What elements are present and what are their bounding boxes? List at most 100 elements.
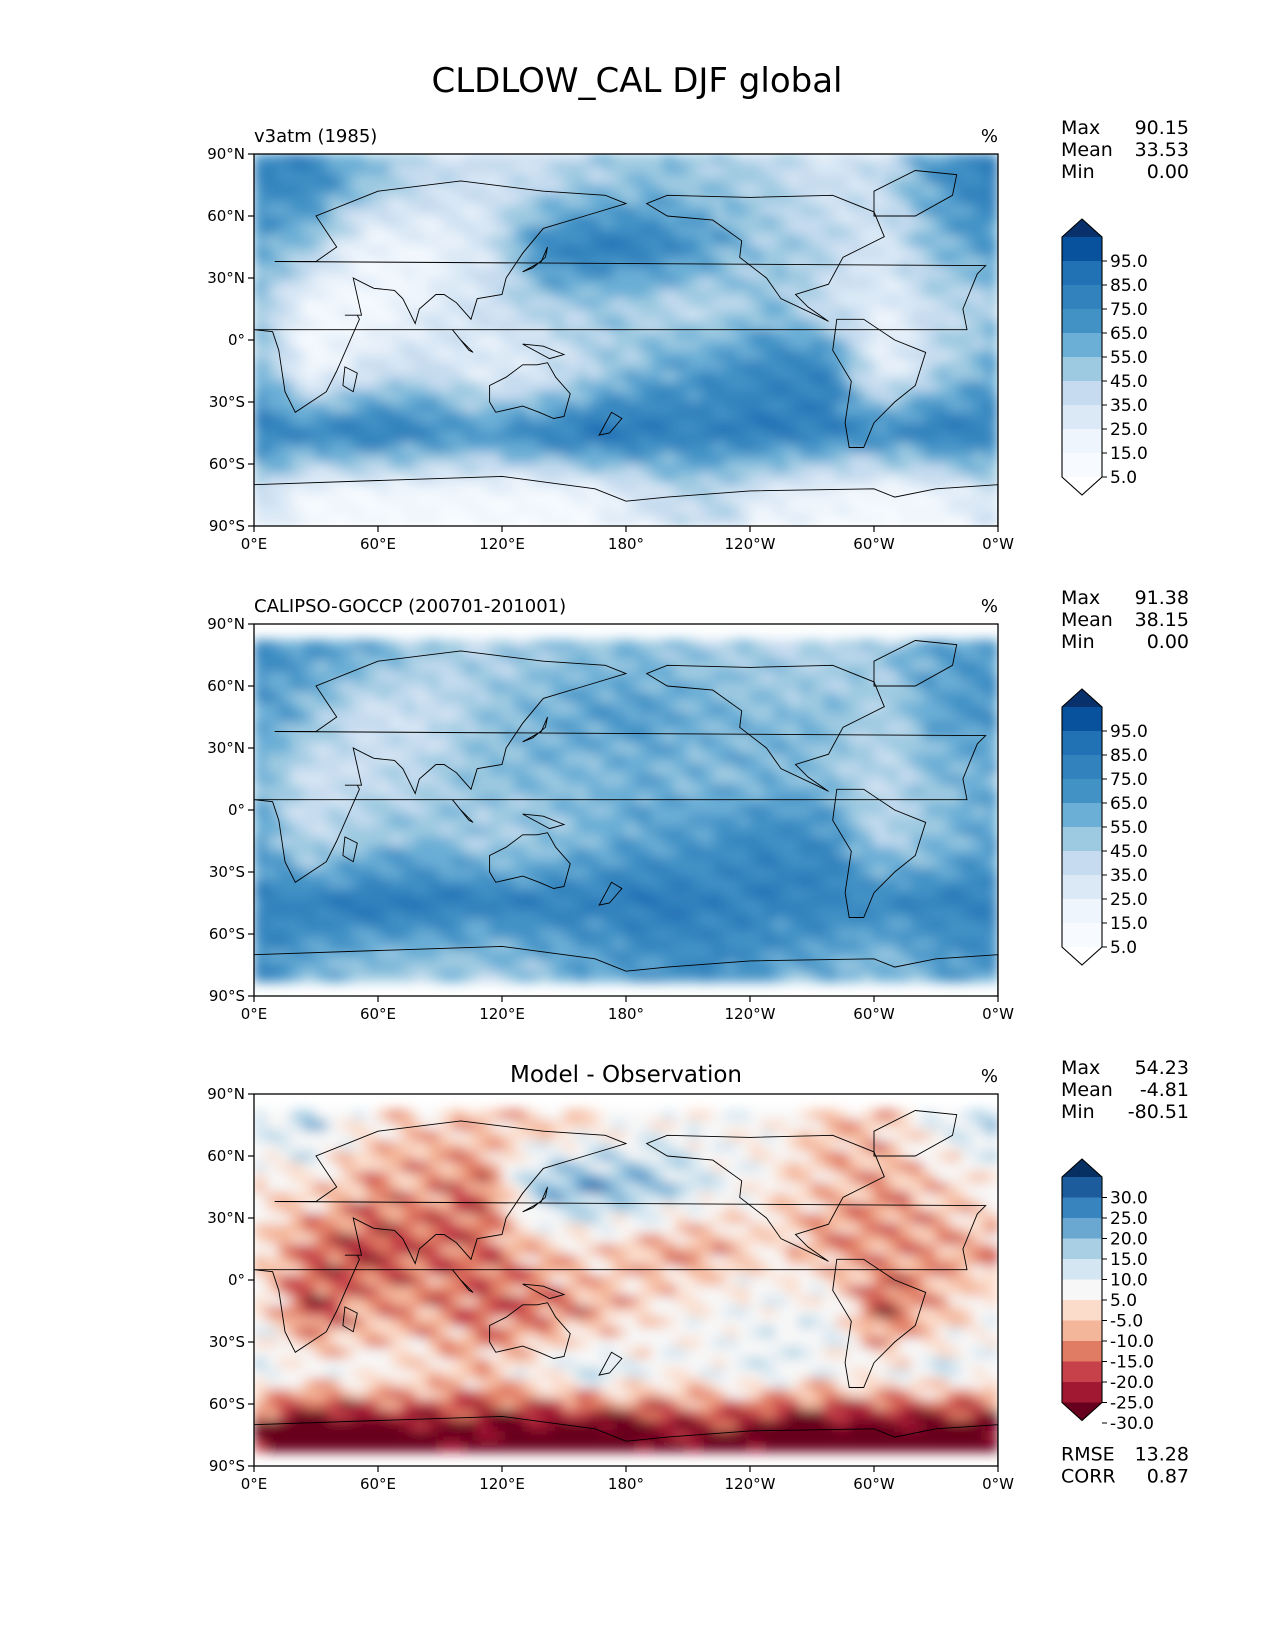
field-cell	[575, 318, 590, 331]
field-cell	[265, 1130, 280, 1143]
field-cell	[848, 473, 863, 486]
field-cell	[737, 515, 751, 526]
field-cell	[303, 1223, 317, 1236]
field-cell	[811, 1141, 825, 1153]
field-cell	[947, 1141, 962, 1153]
field-cell	[513, 504, 528, 517]
field-cell	[662, 867, 677, 879]
field-cell	[340, 898, 354, 910]
field-cell	[873, 970, 887, 983]
field-cell	[811, 401, 825, 413]
field-cell	[600, 764, 615, 776]
field-cell	[724, 939, 739, 952]
field-cell	[278, 836, 292, 848]
field-cell	[799, 867, 813, 879]
field-cell	[724, 908, 739, 921]
field-cell	[439, 919, 453, 931]
field-cell	[451, 225, 466, 238]
field-cell	[377, 267, 391, 279]
field-cell	[662, 898, 677, 910]
coastline	[832, 318, 927, 448]
field-cell	[352, 494, 367, 506]
field-cell	[873, 784, 887, 797]
field-cell	[848, 349, 863, 362]
field-cell	[451, 867, 466, 879]
field-cell	[315, 712, 329, 724]
field-cell	[699, 277, 714, 289]
field-cell	[774, 960, 788, 972]
field-cell	[538, 764, 553, 776]
field-cell	[935, 473, 949, 486]
field-cell	[662, 743, 677, 755]
field-cell	[513, 733, 528, 745]
field-cell	[960, 846, 974, 859]
field-cell	[761, 795, 776, 807]
field-cell	[365, 877, 379, 890]
field-cell	[650, 939, 664, 952]
field-cell	[414, 515, 429, 526]
field-cell	[699, 401, 714, 413]
field-cell	[389, 1213, 404, 1225]
field-cell	[389, 846, 404, 859]
field-cell	[737, 1130, 751, 1143]
field-cell	[972, 318, 987, 331]
field-cell	[972, 1213, 987, 1225]
field-cell	[588, 473, 602, 486]
colorbar-tick-label: 55.0	[1110, 818, 1148, 838]
field-cell	[712, 287, 726, 300]
field-cell	[476, 163, 491, 176]
field-cell	[389, 484, 404, 496]
field-cell	[489, 1151, 503, 1163]
field-cell	[848, 743, 863, 755]
coastline	[489, 832, 571, 889]
field-cell	[848, 308, 863, 320]
field-cell	[799, 349, 813, 362]
colorbar-tick-label: 65.0	[1110, 324, 1148, 344]
x-tick-label: 0°W	[982, 535, 1014, 553]
field-cell	[439, 753, 453, 766]
field-cell	[254, 225, 267, 238]
field-cell	[910, 877, 925, 890]
field-cell	[625, 857, 639, 869]
field-cell	[811, 236, 825, 248]
field-cell	[699, 504, 714, 517]
field-cell	[985, 1182, 998, 1194]
field-cell	[873, 360, 887, 372]
field-cell	[749, 939, 763, 952]
field-cell	[737, 950, 751, 962]
field-cell	[687, 1141, 701, 1153]
field-cell	[464, 1203, 478, 1215]
field-cell	[923, 805, 937, 817]
field-cell	[327, 215, 342, 227]
field-cell	[451, 764, 466, 776]
field-cell	[774, 225, 788, 238]
field-cell	[799, 360, 813, 372]
field-cell	[898, 774, 912, 786]
field-cell	[836, 660, 850, 673]
field-cell	[637, 857, 652, 869]
field-cell	[650, 432, 664, 444]
field-cell	[724, 318, 739, 331]
field-cell	[662, 877, 677, 890]
field-cell	[712, 743, 726, 755]
field-cell	[935, 442, 949, 455]
field-cell	[303, 205, 317, 217]
field-cell	[811, 287, 825, 300]
field-cell	[575, 267, 590, 279]
field-cell	[315, 339, 329, 351]
field-cell	[947, 463, 962, 475]
field-cell	[923, 795, 937, 807]
field-cell	[340, 494, 354, 506]
field-cell	[960, 194, 974, 207]
field-cell	[885, 515, 900, 526]
field-cell	[724, 774, 739, 786]
field-cell	[489, 764, 503, 776]
field-cell	[861, 722, 875, 735]
field-cell	[278, 671, 292, 683]
field-cell	[538, 174, 553, 186]
field-cell	[588, 277, 602, 289]
field-cell	[761, 194, 776, 207]
field-cell	[439, 401, 453, 413]
field-cell	[254, 494, 267, 506]
field-cell	[650, 236, 664, 248]
